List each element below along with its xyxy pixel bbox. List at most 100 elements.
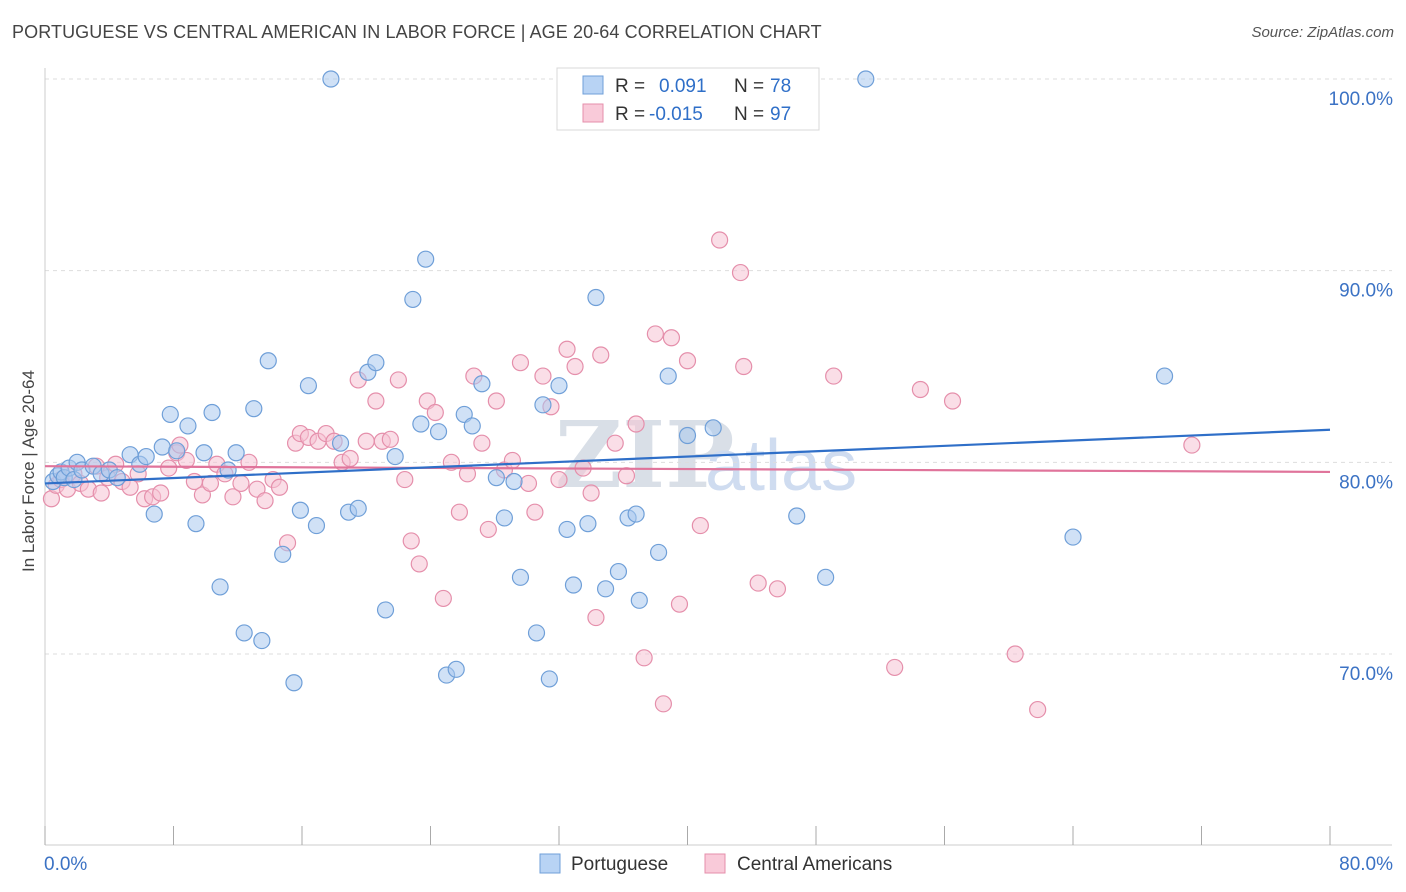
portuguese-point <box>331 434 350 452</box>
portuguese-point <box>349 499 367 517</box>
central-americans-point <box>550 470 568 489</box>
portuguese-point <box>447 660 465 678</box>
portuguese-point <box>203 403 221 422</box>
central-americans-point <box>341 449 359 468</box>
portuguese-point <box>153 438 171 456</box>
central-americans-point <box>473 434 491 452</box>
portuguese-points <box>44 70 1174 692</box>
series-legend: Portuguese Central Americans <box>539 853 892 875</box>
central-americans-point <box>426 403 444 422</box>
central-americans-point <box>558 340 576 358</box>
y-tick-labels: 70.0% 80.0% 90.0% 100.0% <box>1329 89 1394 685</box>
central-americans-point <box>1029 700 1047 719</box>
central-americans-point <box>943 392 962 410</box>
portuguese-point <box>227 444 245 462</box>
portuguese-point <box>168 442 186 460</box>
portuguese-point <box>1064 528 1082 546</box>
portuguese-point <box>659 367 677 385</box>
legend-n-value: 78 <box>770 76 791 97</box>
portuguese-point <box>505 472 523 491</box>
central-americans-point <box>1183 436 1201 454</box>
central-americans-point <box>662 329 681 347</box>
y-tick-label: 80.0% <box>1339 472 1393 493</box>
portuguese-point <box>564 576 583 594</box>
portuguese-point <box>307 516 326 535</box>
chart-title: PORTUGUESE VS CENTRAL AMERICAN IN LABOR … <box>12 22 822 42</box>
portuguese-point <box>195 444 213 462</box>
central-americans-point <box>367 392 385 410</box>
portuguese-point <box>299 377 318 395</box>
central-americans-point <box>731 263 750 282</box>
y-tick-label: 70.0% <box>1339 664 1393 685</box>
central-americans-point <box>357 432 375 450</box>
legend-n-value: 97 <box>770 104 791 125</box>
stats-legend: R = 0.091 N = 78 R = -0.015 N = 97 <box>556 67 820 131</box>
portuguese-point <box>376 601 395 619</box>
portuguese-point <box>511 568 530 586</box>
portuguese-point <box>704 419 722 437</box>
axes <box>44 68 1392 846</box>
portuguese-point <box>487 469 505 487</box>
portuguese-point <box>211 578 229 596</box>
central-americans-point <box>487 392 505 410</box>
portuguese-point <box>235 624 253 642</box>
portuguese-point <box>145 505 163 523</box>
portuguese-point <box>587 288 605 307</box>
trend-lines <box>44 428 1331 485</box>
portuguese-point <box>285 674 303 692</box>
central-americans-point <box>592 346 610 364</box>
portuguese-point <box>274 545 292 563</box>
central-americans-point <box>526 503 544 521</box>
portuguese-point <box>495 509 513 527</box>
central-americans-point <box>381 430 399 448</box>
central-americans-point <box>160 459 178 477</box>
central-americans-point <box>224 488 242 506</box>
portuguese-point <box>1155 367 1174 385</box>
portuguese-point <box>649 543 668 562</box>
central-americans-point <box>270 478 289 496</box>
portuguese-point <box>179 417 197 435</box>
portuguese-point <box>678 426 697 445</box>
portuguese-point <box>404 290 422 309</box>
portuguese-point <box>386 447 404 466</box>
central-americans-point <box>617 467 636 485</box>
central-americans-trend-line <box>44 465 1331 474</box>
y-tick-label: 90.0% <box>1339 281 1393 302</box>
legend-r-label: R = <box>615 76 645 97</box>
y-axis-title: In Labor Force | Age 20-64 <box>19 370 38 572</box>
bottom-legend-swatch-portuguese <box>539 853 561 874</box>
portuguese-point <box>245 400 263 418</box>
central-americans-point <box>92 484 110 502</box>
central-americans-point <box>606 434 624 452</box>
portuguese-point <box>788 507 806 525</box>
central-americans-point <box>256 492 274 510</box>
central-americans-point <box>434 589 452 608</box>
x-tick-labels: 0.0% 80.0% <box>44 854 1393 875</box>
central-americans-point <box>566 357 584 376</box>
central-americans-point <box>654 695 673 713</box>
central-americans-point <box>711 231 729 249</box>
central-americans-point <box>749 574 767 592</box>
central-americans-point <box>587 608 605 627</box>
central-americans-point <box>152 484 170 502</box>
x-tick-label: 0.0% <box>44 854 87 875</box>
central-americans-point <box>691 516 709 535</box>
central-americans-point <box>678 352 697 370</box>
central-americans-point <box>232 474 250 493</box>
legend-r-label: R = <box>615 104 645 125</box>
portuguese-point <box>291 501 309 519</box>
bottom-legend-label-central-americans: Central Americans <box>737 854 892 875</box>
central-americans-point <box>503 451 522 470</box>
central-americans-point <box>886 658 904 677</box>
portuguese-point <box>137 447 155 466</box>
legend-n-label: N = <box>734 104 764 125</box>
central-americans-point <box>670 595 689 613</box>
legend-swatch-central-americans <box>582 103 604 123</box>
portuguese-point <box>253 631 271 650</box>
portuguese-point <box>429 423 448 441</box>
legend-r-value: -0.015 <box>649 104 703 125</box>
portuguese-point <box>527 624 546 642</box>
portuguese-point <box>630 591 648 609</box>
portuguese-point <box>609 562 628 581</box>
portuguese-point <box>412 415 430 433</box>
